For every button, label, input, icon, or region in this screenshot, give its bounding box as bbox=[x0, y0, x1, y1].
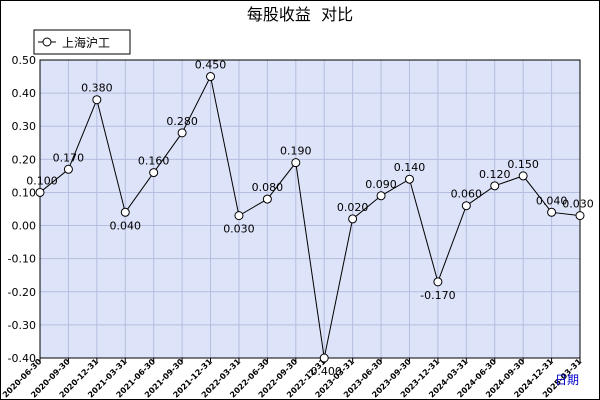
data-point bbox=[518, 171, 528, 181]
data-point bbox=[234, 211, 244, 221]
data-label: 0.120 bbox=[479, 168, 511, 181]
data-label: 0.380 bbox=[81, 82, 113, 95]
y-tick-label: -0.10 bbox=[8, 253, 36, 266]
data-point bbox=[319, 353, 329, 363]
data-label: 0.190 bbox=[280, 145, 312, 158]
y-tick-label: -0.30 bbox=[8, 319, 36, 332]
y-tick-label: 0.00 bbox=[12, 220, 37, 233]
chart-title: 每股收益 对比 bbox=[247, 5, 353, 24]
data-point bbox=[149, 168, 159, 178]
data-point bbox=[547, 207, 557, 217]
data-label: 0.030 bbox=[562, 198, 594, 211]
plot-area bbox=[40, 60, 580, 358]
data-point bbox=[35, 187, 45, 197]
data-point bbox=[177, 128, 187, 138]
y-tick-label: 0.20 bbox=[12, 153, 37, 166]
y-axis-ticks: 0.50 0.40 0.30 0.20 0.10 0.00 -0.10 -0.20 -0.30 -… bbox=[8, 54, 36, 365]
data-label: 0.140 bbox=[394, 161, 426, 174]
grid-lines bbox=[39, 59, 581, 359]
legend-marker bbox=[42, 37, 52, 47]
data-label: 0.280 bbox=[166, 115, 198, 128]
data-point bbox=[120, 207, 130, 217]
data-point bbox=[461, 201, 471, 211]
data-label: -0.400 bbox=[306, 365, 341, 378]
data-label: 0.040 bbox=[110, 219, 142, 232]
data-point bbox=[262, 194, 272, 204]
data-label: 0.090 bbox=[365, 178, 397, 191]
y-tick-label: 0.30 bbox=[12, 120, 37, 133]
legend-label: 上海沪工 bbox=[62, 35, 110, 50]
y-tick-label: -0.40 bbox=[8, 352, 36, 365]
data-label: -0.170 bbox=[420, 289, 455, 302]
data-label: 0.020 bbox=[337, 201, 369, 214]
data-label: 0.150 bbox=[507, 158, 539, 171]
data-point bbox=[575, 211, 585, 221]
data-label: 0.030 bbox=[223, 223, 255, 236]
data-point bbox=[63, 164, 73, 174]
data-point bbox=[376, 191, 386, 201]
y-tick-label: 0.40 bbox=[12, 87, 37, 100]
data-label: 0.080 bbox=[252, 181, 284, 194]
data-point bbox=[348, 214, 358, 224]
data-label: 0.160 bbox=[138, 155, 170, 168]
data-label: 0.450 bbox=[195, 59, 227, 72]
data-label: 0.170 bbox=[53, 151, 85, 164]
y-tick-label: -0.20 bbox=[8, 286, 36, 299]
data-point bbox=[433, 277, 443, 287]
y-tick-label: 0.10 bbox=[12, 186, 37, 199]
data-label: 0.060 bbox=[451, 188, 483, 201]
data-point bbox=[291, 158, 301, 168]
data-label: 0.040 bbox=[536, 194, 568, 207]
legend: 上海沪工 bbox=[33, 29, 131, 55]
x-axis-label: 日期 bbox=[555, 373, 579, 387]
y-tick-label: 0.50 bbox=[12, 54, 37, 67]
plot-frame bbox=[39, 59, 581, 359]
data-point bbox=[92, 95, 102, 105]
data-point bbox=[490, 181, 500, 191]
series-line bbox=[39, 75, 581, 359]
data-point bbox=[404, 174, 414, 184]
data-point bbox=[206, 72, 216, 82]
data-label: 0.100 bbox=[26, 174, 58, 187]
series-layer: 0.100 0.170 0.380 0.040 0.160 0.280 0.450 0.030… bbox=[26, 59, 594, 378]
